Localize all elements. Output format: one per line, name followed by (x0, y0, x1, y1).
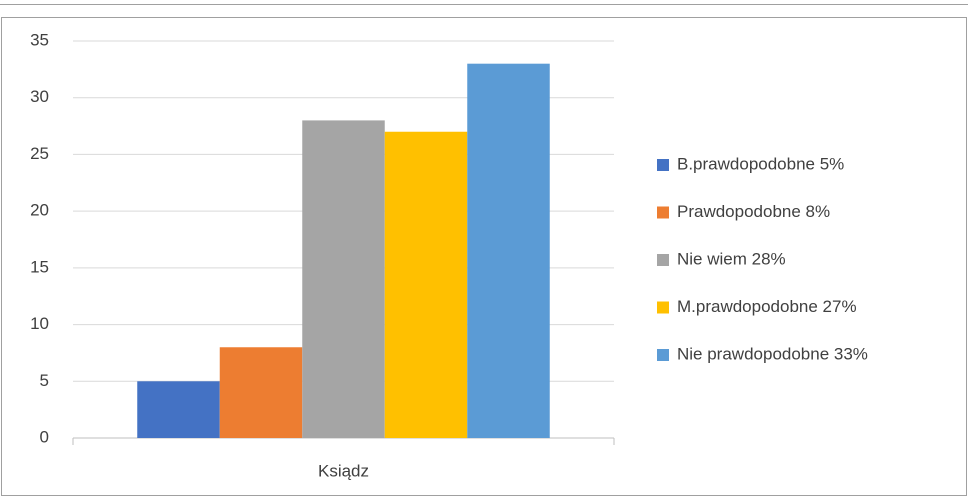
y-tick-label: 35 (30, 30, 49, 49)
bar (302, 120, 385, 439)
y-tick-label: 5 (40, 371, 49, 390)
legend-swatch (657, 206, 669, 219)
y-tick-label: 10 (30, 314, 49, 333)
y-tick-label: 25 (30, 144, 49, 163)
x-tick-label: Ksiądz (318, 461, 369, 480)
y-tick-label: 0 (40, 427, 49, 446)
legend-label: B.prawdopodobne 5% (677, 154, 844, 173)
legend-swatch (657, 349, 669, 361)
bar (384, 131, 468, 438)
y-tick-label: 15 (30, 257, 49, 276)
y-tick-label: 30 (30, 87, 49, 106)
bar (219, 347, 303, 438)
legend-label: Nie wiem 28% (677, 249, 786, 268)
legend-swatch (657, 254, 669, 266)
y-tick-label: 20 (30, 201, 49, 220)
bar (137, 381, 220, 438)
legend-swatch (657, 159, 669, 171)
bar (467, 63, 550, 438)
legend-label: Nie prawdopodobne 33% (677, 344, 868, 363)
legend-label: Prawdopodobne 8% (677, 202, 830, 221)
legend-label: M.prawdopodobne 27% (677, 297, 857, 316)
legend-swatch (657, 301, 669, 314)
